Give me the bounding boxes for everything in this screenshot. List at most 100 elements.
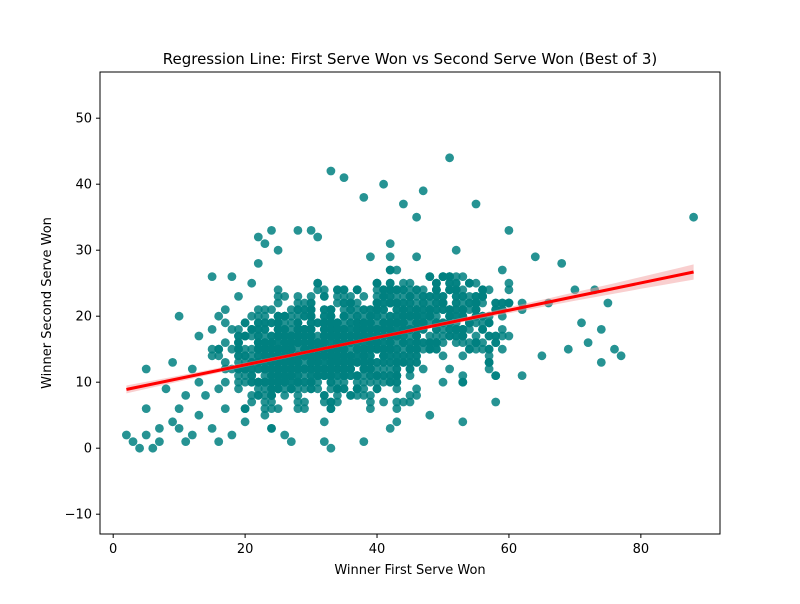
scatter-point [359, 377, 369, 387]
scatter-point [234, 331, 243, 341]
scatter-point [207, 272, 217, 281]
x-axis-label: Winner First Serve Won [334, 563, 485, 578]
scatter-point [339, 298, 349, 308]
scatter-point [405, 292, 415, 301]
scatter-point [366, 318, 375, 328]
scatter-point [557, 259, 567, 268]
scatter-point [319, 285, 329, 295]
plot-frame [99, 71, 721, 535]
scatter-point [451, 325, 461, 334]
scatter-point [610, 344, 619, 354]
scatter-point [155, 424, 164, 433]
scatter-point [273, 384, 283, 394]
scatter-point [326, 166, 336, 176]
scatter-point [234, 351, 243, 361]
scatter-point [484, 358, 494, 367]
scatter-point [267, 305, 276, 314]
scatter-point [240, 417, 250, 427]
scatter-point [260, 305, 270, 314]
scatter-point [214, 344, 224, 354]
scatter-point [326, 311, 336, 321]
scatter-point [339, 344, 349, 354]
scatter-point [458, 377, 468, 387]
scatter-point [306, 358, 316, 367]
scatter-point [313, 351, 323, 361]
scatter-point [379, 371, 388, 380]
scatter-point [267, 391, 276, 400]
scatter-point [412, 285, 421, 295]
scatter-point [465, 338, 474, 347]
scatter-point [346, 344, 355, 354]
scatter-point [471, 298, 481, 308]
scatter-point [392, 311, 402, 321]
scatter-point [181, 437, 191, 446]
scatter-point [273, 404, 283, 413]
scatter-point [273, 245, 283, 255]
scatter-point [366, 404, 375, 413]
scatter-point [306, 311, 316, 321]
scatter-point [286, 377, 296, 387]
scatter-point [372, 377, 382, 387]
scatter-point [445, 331, 454, 341]
scatter-point [326, 325, 336, 334]
scatter-point [220, 338, 230, 347]
scatter-point [366, 364, 375, 374]
scatter-point [306, 298, 316, 308]
scatter-point [451, 245, 461, 255]
scatter-point [392, 344, 402, 354]
scatter-point [359, 437, 369, 446]
scatter-point [319, 397, 329, 407]
scatter-point [379, 285, 388, 295]
x-tick-label: 60 [501, 542, 518, 557]
scatter-point [458, 331, 468, 341]
scatter-point [333, 397, 342, 407]
scatter-point [385, 298, 395, 308]
scatter-point [346, 311, 355, 321]
scatter-point [333, 298, 342, 308]
scatter-point [399, 351, 408, 361]
y-tick-label: 0 [84, 442, 92, 457]
scatter-point [319, 338, 329, 347]
scatter-point [333, 318, 342, 328]
scatter-point [141, 430, 151, 440]
scatter-point [306, 364, 316, 374]
scatter-point [366, 377, 375, 387]
scatter-point [366, 325, 375, 334]
scatter-point [412, 358, 421, 367]
scatter-point [689, 212, 698, 222]
scatter-point [293, 358, 303, 367]
scatter-point [333, 351, 342, 361]
scatter-point [286, 384, 296, 394]
scatter-point [418, 364, 428, 374]
scatter-point [484, 331, 494, 341]
scatter-point [300, 364, 309, 374]
scatter-point [187, 430, 197, 440]
scatter-point [392, 404, 402, 413]
scatter-point [234, 384, 243, 394]
scatter-point [280, 371, 290, 380]
scatter-point [273, 325, 283, 334]
scatter-point [451, 298, 461, 308]
scatter-point [372, 344, 382, 354]
scatter-point [293, 226, 303, 235]
scatter-point [385, 371, 395, 380]
scatter-point [445, 285, 454, 295]
scatter-point [247, 311, 257, 321]
scatter-point [313, 358, 323, 367]
scatter-point [300, 305, 309, 314]
scatter-point [253, 391, 263, 400]
scatter-point [517, 371, 527, 380]
scatter-point [471, 344, 481, 354]
scatter-point [385, 358, 395, 367]
scatter-point [412, 338, 421, 347]
scatter-point [366, 305, 375, 314]
scatter-point [412, 384, 421, 394]
scatter-point [412, 318, 421, 328]
scatter-point [471, 199, 481, 209]
scatter-point [491, 298, 501, 308]
scatter-point [273, 338, 283, 347]
scatter-point [220, 305, 230, 314]
scatter-point [280, 430, 290, 440]
scatter-point [319, 292, 329, 301]
scatter-point [497, 265, 507, 275]
